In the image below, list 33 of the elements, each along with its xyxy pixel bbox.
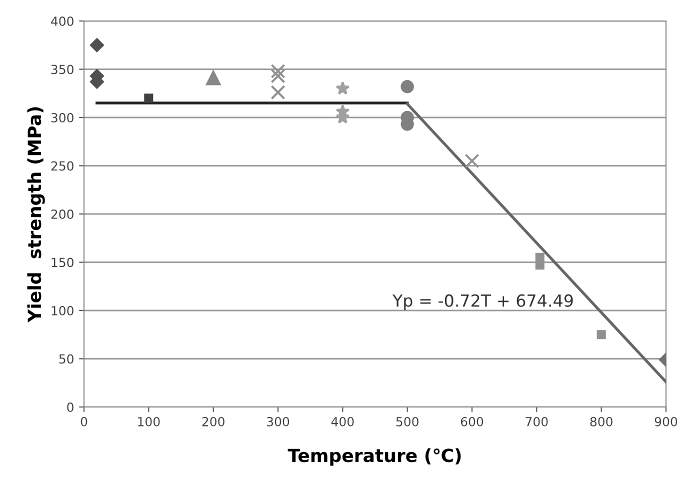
y-tick-label: 0 bbox=[67, 402, 74, 412]
x-tick-label: 300 bbox=[267, 416, 290, 426]
point bbox=[336, 81, 350, 95]
point bbox=[206, 70, 221, 86]
y-tick-label: 300 bbox=[51, 112, 74, 122]
x-tick-label: 200 bbox=[202, 416, 224, 426]
y-tick-label: 100 bbox=[52, 306, 74, 316]
x-tick-label: 800 bbox=[590, 416, 612, 426]
point bbox=[90, 38, 104, 52]
point bbox=[270, 64, 286, 78]
y-axis-title: Yield strength (MPa) bbox=[27, 107, 45, 323]
point bbox=[535, 260, 544, 270]
y-tick-label: 350 bbox=[51, 64, 74, 74]
point bbox=[464, 154, 480, 168]
y-tick-label: 200 bbox=[51, 209, 74, 219]
x-tick-label: 600 bbox=[460, 416, 484, 426]
point bbox=[144, 94, 154, 103]
point bbox=[596, 330, 606, 340]
x-tick-label: 400 bbox=[331, 416, 354, 426]
point bbox=[270, 68, 286, 84]
x-tick-label: 900 bbox=[654, 416, 677, 426]
x-tick-label: 0 bbox=[80, 416, 88, 426]
x-tick-label: 700 bbox=[526, 416, 548, 426]
y-tick-label: 150 bbox=[52, 258, 74, 268]
y-tick-label: 50 bbox=[59, 354, 74, 364]
x-axis-title: Temperature (℃) bbox=[288, 448, 461, 466]
y-tick-label: 400 bbox=[51, 16, 74, 26]
point bbox=[270, 85, 286, 100]
y-tick-label: 250 bbox=[51, 161, 74, 171]
point bbox=[400, 80, 414, 94]
annotation: Yp = -0.72T + 674.49 bbox=[392, 294, 573, 310]
x-tick-label: 100 bbox=[138, 416, 160, 426]
x-tick-label: 500 bbox=[396, 416, 418, 426]
